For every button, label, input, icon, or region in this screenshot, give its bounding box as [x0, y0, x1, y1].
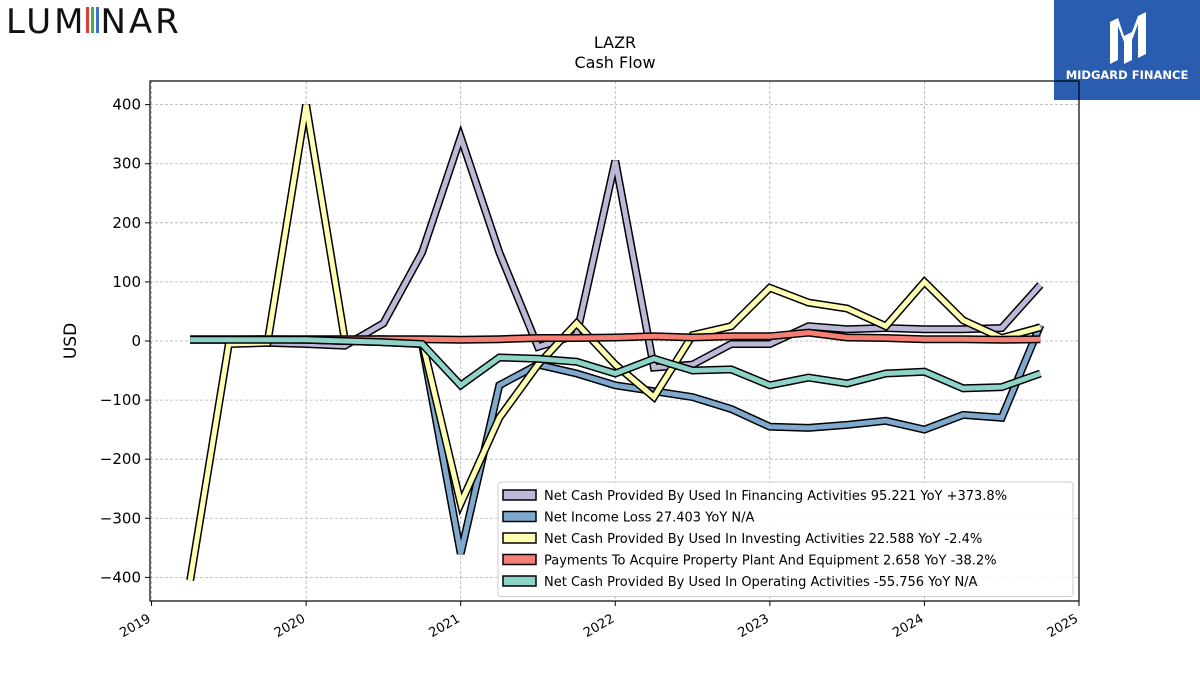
- midgard-m-icon: [1110, 12, 1146, 64]
- luminar-logo-bars: [86, 5, 100, 35]
- x-tick-label: 2021: [427, 611, 463, 641]
- chart-title: LAZR: [594, 33, 636, 52]
- x-tick-label: 2020: [272, 611, 308, 641]
- series-4-line: [190, 337, 1042, 391]
- y-tick-label: 200: [112, 214, 141, 232]
- plot-frame: [149, 80, 1080, 602]
- legend-entry: Payments To Acquire Property Plant And E…: [544, 554, 997, 569]
- legend-entry: Net Cash Provided By Used In Operating A…: [544, 575, 978, 590]
- y-tick-label: 400: [112, 96, 141, 114]
- y-tick-label: −300: [100, 509, 141, 527]
- x-axis-ticks: 2019 2020 2021 2022 2023 2024 2025: [117, 601, 1081, 641]
- y-tick-label: −400: [100, 568, 141, 586]
- y-tick-label: −200: [100, 450, 141, 468]
- legend-swatch: [502, 532, 537, 544]
- x-tick-label: 2022: [581, 611, 617, 641]
- series-2-line: [187, 104, 1042, 581]
- x-tick-label: 2025: [1045, 611, 1081, 641]
- legend-swatch: [502, 575, 537, 587]
- legend-swatch: [502, 510, 537, 523]
- y-tick-label: 100: [112, 273, 141, 291]
- legend-swatch: [502, 489, 537, 501]
- legend: Net Cash Provided By Used In Financing A…: [497, 481, 1074, 597]
- x-tick-label: 2019: [117, 611, 153, 641]
- midgard-finance-logo: MIDGARD FINANCE: [1054, 0, 1200, 100]
- midgard-finance-text: MIDGARD FINANCE: [1065, 68, 1189, 82]
- y-axis-ticks: 400 300 200 100 0 −100 −200 −300 −400: [100, 96, 150, 586]
- y-tick-label: 0: [131, 332, 141, 350]
- legend-box: [497, 481, 1074, 597]
- legend-entry: Net Cash Provided By Used In Financing A…: [544, 489, 1007, 504]
- luminar-logo: LUM NAR: [6, 2, 182, 42]
- legend-entry: Net Cash Provided By Used In Investing A…: [544, 532, 982, 547]
- chart-subtitle: Cash Flow: [574, 53, 655, 72]
- series-lines: [186, 103, 1045, 581]
- luminar-logo-part2: NAR: [100, 2, 182, 42]
- series-0-line: [267, 129, 1043, 371]
- legend-entry: Net Income Loss 27.403 YoY N/A: [544, 511, 755, 526]
- luminar-logo-part1: LUM: [6, 2, 87, 42]
- y-tick-label: 300: [112, 155, 141, 173]
- x-tick-label: 2023: [736, 611, 772, 641]
- legend-swatch: [502, 553, 537, 566]
- x-tick-label: 2024: [890, 611, 926, 641]
- y-axis-label: USD: [61, 323, 81, 359]
- y-tick-label: −100: [100, 391, 141, 409]
